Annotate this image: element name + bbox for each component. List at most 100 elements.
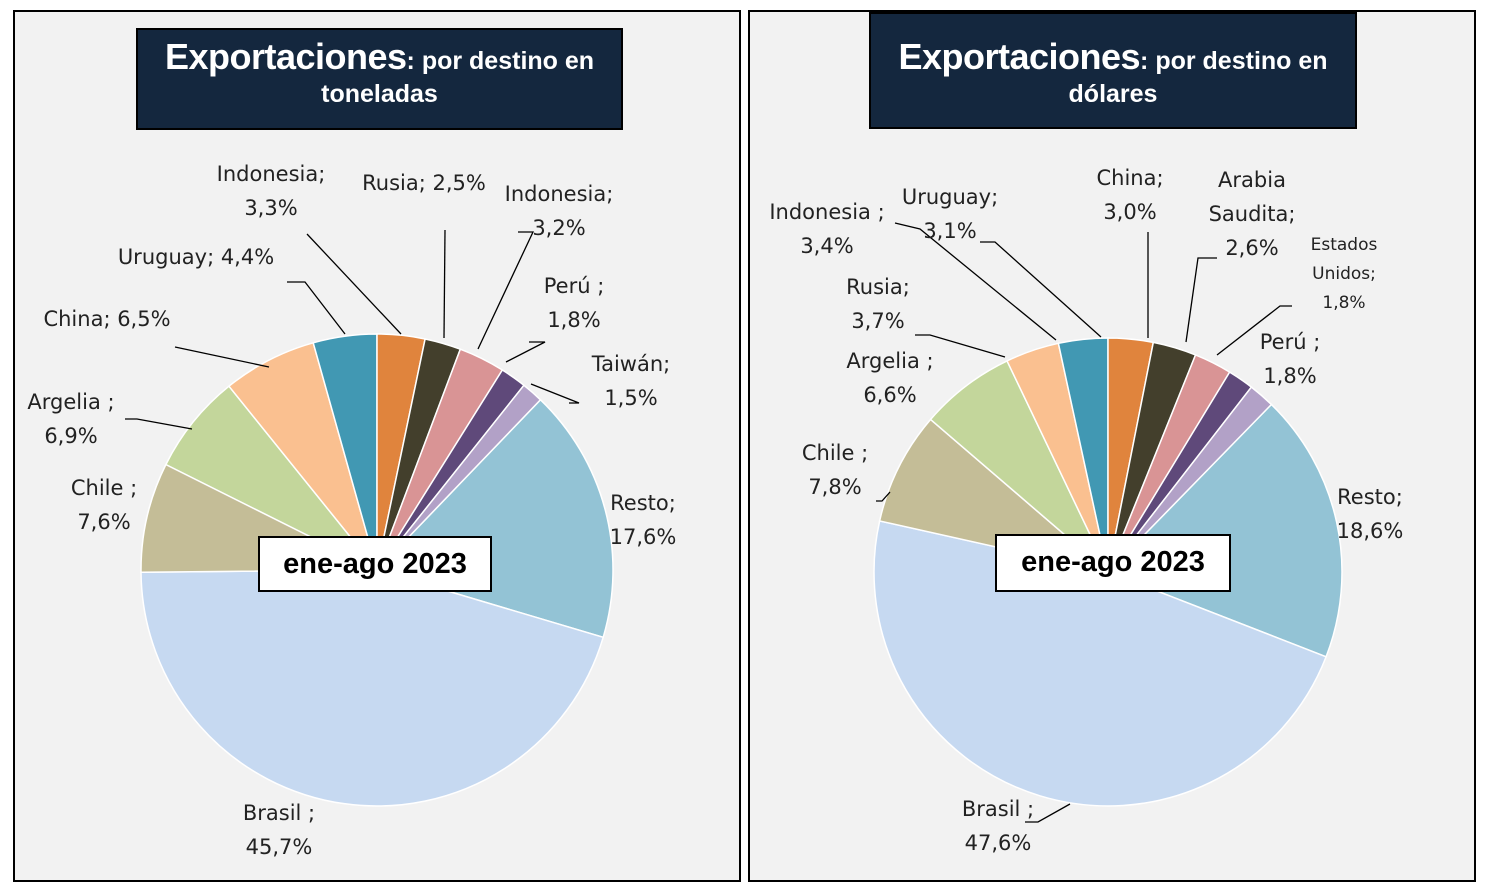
leader-line-china	[174, 346, 270, 368]
data-label-brasil: Brasil ; 45,7%	[243, 801, 315, 859]
chart-title-toneladas: Exportaciones: por destino en toneladas	[136, 28, 623, 130]
title-rest: : por destino en	[406, 47, 595, 75]
data-label-line: China;	[1096, 166, 1163, 190]
data-label-rusia: Rusia; 3,7%	[846, 275, 910, 333]
pie-slice-brasil	[873, 520, 1328, 807]
data-label-line: Chile ;	[802, 441, 868, 465]
data-label-line: 6,9%	[44, 424, 97, 448]
data-label-line: Estados	[1311, 235, 1378, 255]
data-label-line: 7,6%	[77, 510, 130, 534]
data-label-chile: Chile ; 7,6%	[71, 476, 137, 534]
leader-line-indonesia	[306, 233, 402, 335]
data-label-china: China; 6,5%	[43, 307, 170, 331]
data-label-line: Indonesia ;	[769, 200, 884, 224]
pie-slice-peru	[1107, 386, 1273, 573]
data-label-line: Perú ;	[1260, 330, 1321, 354]
data-label-line: 1,5%	[604, 386, 657, 410]
data-label-line: 3,7%	[851, 309, 904, 333]
data-label-line: 18,6%	[1337, 519, 1404, 543]
data-label-line: Resto;	[610, 491, 676, 515]
data-label-line: Brasil ;	[962, 797, 1034, 821]
title-line2: toneladas	[321, 80, 438, 108]
leader-line-rusia	[443, 229, 446, 339]
data-label-line: 6,6%	[863, 383, 916, 407]
pie-slice-chile	[878, 418, 1109, 573]
title-rest: : por destino en	[1140, 47, 1328, 75]
data-label-line: Brasil ;	[243, 801, 315, 825]
data-label-resto: Resto; 17,6%	[610, 491, 677, 549]
pie-chart-toneladas: Resto; 17,6% Brasil ; 45,7% Chile ; 7,6% Argel…	[27, 162, 677, 859]
data-label-peru: Perú ; 1,8%	[1260, 330, 1321, 388]
data-label-rusia: Rusia; 2,5%	[362, 171, 486, 195]
data-label-line: Resto;	[1337, 485, 1403, 509]
data-label-line: 47,6%	[965, 831, 1032, 855]
data-label-arabia-saudita: Arabia Saudita; 2,6%	[1209, 168, 1296, 260]
data-label-line: Argelia ;	[27, 390, 114, 414]
leader-line-indonesia	[477, 231, 535, 350]
data-label-line: 3,4%	[800, 234, 853, 258]
data-label-line: Rusia;	[846, 275, 910, 299]
data-label-line: Rusia; 2,5%	[362, 171, 486, 195]
data-label-line: Perú ;	[544, 274, 605, 298]
data-label-taiwan: Taiwán; 1,5%	[591, 352, 670, 410]
leader-line-brasil	[1025, 803, 1071, 823]
leader-line-indonesia	[894, 222, 1057, 341]
data-label-line: 7,8%	[808, 475, 861, 499]
data-label-chile: Chile ; 7,8%	[802, 441, 868, 499]
leader-line-taiwan	[530, 383, 580, 404]
data-label-indonesia: Indonesia; 3,2%	[505, 182, 614, 240]
data-label-line: Indonesia;	[217, 162, 326, 186]
data-label-line: 1,8%	[1263, 364, 1316, 388]
data-label-argelia: Argelia ; 6,6%	[846, 349, 933, 407]
data-label-estados-unidos: Estados Unidos; 1,8%	[1311, 235, 1378, 313]
data-label-line: 2,6%	[1225, 236, 1278, 260]
data-label-line: 3,1%	[923, 219, 976, 243]
pie-chart-dolares: Resto; 18,6% Brasil ; 47,6% Chile ; 7,8% Argel…	[769, 166, 1404, 855]
leader-line-argelia	[125, 418, 193, 430]
data-label-uruguay: Uruguay; 3,1%	[902, 185, 998, 243]
chart-title-dolares: Exportaciones: por destino en dólares	[869, 12, 1357, 129]
leader-line-uruguay	[287, 281, 346, 335]
title-main: Exportaciones	[898, 36, 1141, 77]
leader-line-estados-unidos	[1216, 305, 1292, 356]
data-label-uruguay: Uruguay; 4,4%	[118, 245, 274, 269]
data-label-line: Uruguay;	[902, 185, 998, 209]
leader-line-arabia-saudita	[1185, 257, 1217, 343]
data-label-peru: Perú ; 1,8%	[544, 274, 605, 332]
data-label-line: 3,2%	[532, 216, 585, 240]
data-label-line: Arabia	[1218, 168, 1286, 192]
data-label-line: Unidos;	[1312, 264, 1376, 284]
period-label: ene-ago 2023	[995, 534, 1231, 592]
data-label-line: 17,6%	[610, 525, 677, 549]
data-label-line: China; 6,5%	[43, 307, 170, 331]
leader-line-rusia	[915, 334, 1006, 358]
data-label-line: 3,3%	[244, 196, 297, 220]
data-label-resto: Resto; 18,6%	[1337, 485, 1404, 543]
chart-panel-dolares: Resto; 18,6% Brasil ; 47,6% Chile ; 7,8% Argel…	[748, 10, 1476, 882]
data-label-china: China; 3,0%	[1096, 166, 1163, 224]
data-label-line: Taiwán;	[591, 352, 670, 376]
data-label-line: Argelia ;	[846, 349, 933, 373]
data-label-line: 3,0%	[1103, 200, 1156, 224]
pie-slice-resto	[1106, 403, 1343, 658]
data-label-line: 45,7%	[246, 835, 313, 859]
pie-slice-brasil	[140, 569, 605, 807]
leader-line-uruguay	[980, 241, 1102, 338]
data-label-brasil: Brasil ; 47,6%	[962, 797, 1034, 855]
data-label-argelia: Argelia ; 6,9%	[27, 390, 114, 448]
data-label-line: 1,8%	[547, 308, 600, 332]
pie-slice-taiwan	[376, 384, 542, 571]
title-line2: dólares	[1068, 80, 1158, 108]
data-label-line: Chile ;	[71, 476, 137, 500]
data-label-line: 1,8%	[1322, 293, 1365, 313]
title-main: Exportaciones	[164, 36, 407, 77]
period-label: ene-ago 2023	[258, 536, 492, 592]
data-label-line: Saudita;	[1209, 202, 1296, 226]
leader-line-chile	[876, 491, 891, 502]
data-label-indonesia: Indonesia; 3,3%	[217, 162, 326, 220]
chart-panel-toneladas: Resto; 17,6% Brasil ; 45,7% Chile ; 7,6% Argel…	[13, 10, 741, 882]
leader-line-peru	[505, 341, 546, 363]
data-label-indonesia: Indonesia ; 3,4%	[769, 200, 884, 258]
data-label-line: Uruguay; 4,4%	[118, 245, 274, 269]
data-label-line: Indonesia;	[505, 182, 614, 206]
